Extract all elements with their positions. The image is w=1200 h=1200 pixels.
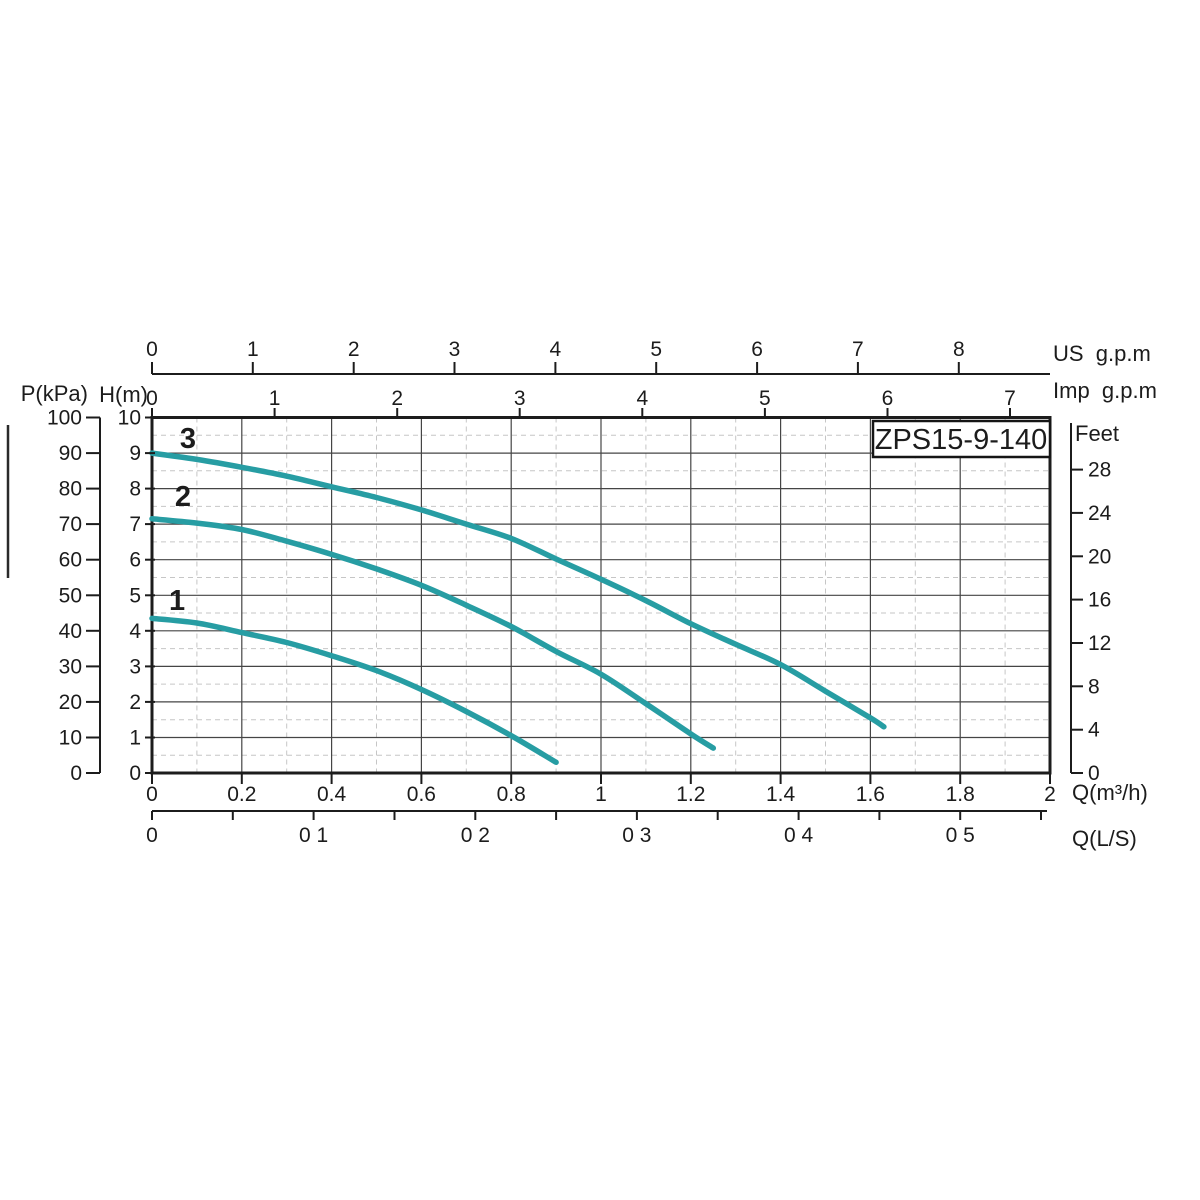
imp-gpm-tick-label: 7: [1004, 387, 1016, 410]
h-axis-tick-label: 1: [129, 727, 141, 750]
us-gpm-axis-title: US g.p.m: [1053, 341, 1151, 366]
h-axis-tick-label: 7: [129, 513, 141, 536]
us-gpm-tick-label: 7: [852, 338, 864, 361]
q-m3h-tick-label: 1.4: [766, 783, 796, 806]
p-axis-tick-label: 0: [70, 762, 82, 785]
feet-axis-tick-label: 24: [1088, 502, 1112, 525]
h-axis-tick-label: 0: [129, 762, 141, 785]
imp-gpm-tick-label: 4: [636, 387, 648, 410]
p-axis-tick-label: 10: [59, 727, 82, 750]
curve-label-1: 1: [169, 585, 185, 617]
imp-gpm-tick-label: 2: [391, 387, 403, 410]
p-axis-tick-label: 50: [59, 584, 82, 607]
feet-axis-tick-label: 28: [1088, 459, 1111, 482]
q-m3h-tick-label: 1.6: [856, 783, 885, 806]
q-m3h-tick-label: 0.4: [317, 783, 347, 806]
us-gpm-tick-label: 1: [247, 338, 259, 361]
p-axis-tick-label: 20: [59, 691, 82, 714]
feet-axis-tick-label: 8: [1088, 675, 1100, 698]
us-gpm-tick-label: 6: [751, 338, 763, 361]
imp-gpm-tick-label: 6: [882, 387, 894, 410]
chart-generated-content: 1231098765432101009080706050403020100282…: [47, 338, 1112, 847]
q-m3h-axis-title: Q(m³/h): [1072, 780, 1148, 805]
h-axis-tick-label: 2: [129, 691, 141, 714]
feet-axis-tick-label: 0: [1088, 762, 1100, 785]
p-axis-tick-label: 40: [59, 620, 82, 643]
q-ls-tick-label: 0: [146, 824, 158, 847]
feet-axis-tick-label: 12: [1088, 632, 1111, 655]
q-ls-tick-label: 0 4: [784, 824, 814, 847]
us-gpm-tick-label: 0: [146, 338, 158, 361]
q-ls-tick-label: 0 3: [622, 824, 651, 847]
p-axis-tick-label: 100: [47, 407, 82, 430]
us-gpm-tick-label: 5: [650, 338, 662, 361]
p-kpa-axis-title: P(kPa): [21, 381, 88, 406]
h-axis-tick-label: 10: [118, 407, 141, 430]
curve-label-3: 3: [180, 423, 196, 455]
us-gpm-tick-label: 4: [550, 338, 562, 361]
h-m-axis-title: H(m): [99, 382, 148, 407]
q-m3h-tick-label: 1.8: [946, 783, 975, 806]
curve-speed-1: [149, 615, 559, 766]
curve-label-2: 2: [175, 481, 191, 513]
imp-gpm-tick-label: 5: [759, 387, 771, 410]
p-axis-tick-label: 80: [59, 478, 82, 501]
us-gpm-tick-label: 2: [348, 338, 360, 361]
q-ls-tick-label: 0 5: [946, 824, 975, 847]
curve-speed-3: [149, 450, 887, 730]
feet-axis-tick-label: 20: [1088, 545, 1111, 568]
q-m3h-tick-label: 1: [595, 783, 607, 806]
q-m3h-tick-label: 0.6: [407, 783, 436, 806]
feet-axis-title: Feet: [1075, 421, 1119, 446]
q-m3h-tick-label: 2: [1044, 783, 1056, 806]
h-axis-tick-label: 5: [129, 584, 141, 607]
h-axis-tick-label: 9: [129, 442, 141, 465]
p-axis-tick-label: 70: [59, 513, 82, 536]
us-gpm-tick-label: 8: [953, 338, 965, 361]
feet-axis-tick-label: 4: [1088, 719, 1100, 742]
q-m3h-tick-label: 0: [146, 783, 158, 806]
q-m3h-tick-label: 0.8: [497, 783, 526, 806]
imp-gpm-tick-label: 0: [146, 387, 158, 410]
imp-gpm-tick-label: 1: [269, 387, 281, 410]
imp-gpm-axis-title: Imp g.p.m: [1053, 378, 1157, 403]
q-m3h-tick-label: 0.2: [227, 783, 256, 806]
feet-axis-tick-label: 16: [1088, 589, 1111, 612]
model-label-box: [871, 419, 1052, 459]
p-axis-tick-label: 90: [59, 442, 82, 465]
q-m3h-tick-label: 1.2: [676, 783, 705, 806]
q-ls-axis-title: Q(L/S): [1072, 826, 1137, 851]
q-ls-tick-label: 0 2: [461, 824, 490, 847]
curve-speed-2: [149, 516, 717, 751]
h-axis-tick-label: 4: [129, 620, 141, 643]
h-axis-tick-label: 8: [129, 478, 141, 501]
imp-gpm-tick-label: 3: [514, 387, 526, 410]
q-ls-tick-label: 0 1: [299, 824, 328, 847]
h-axis-tick-label: 6: [129, 549, 141, 572]
model-label: ZPS15-9-140: [875, 424, 1048, 456]
p-axis-tick-label: 60: [59, 549, 82, 572]
us-gpm-tick-label: 3: [449, 338, 461, 361]
h-axis-tick-label: 3: [129, 655, 141, 678]
p-axis-tick-label: 30: [59, 655, 82, 678]
